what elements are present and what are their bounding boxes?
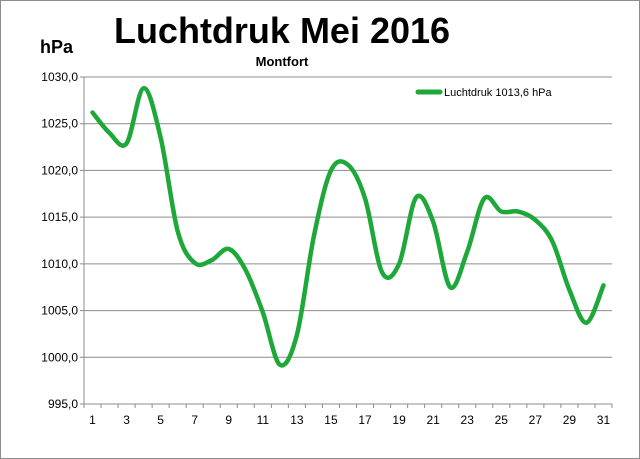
x-tick-label: 29 [563, 413, 577, 427]
x-tick-label: 13 [290, 413, 304, 427]
x-tick-label: 21 [426, 413, 440, 427]
y-tick-label: 1010,0 [41, 257, 78, 271]
y-tick-label: 1030,0 [41, 70, 78, 84]
x-tick-label: 1 [89, 413, 96, 427]
chart-title: Luchtdruk Mei 2016 [114, 10, 450, 51]
y-tick-label: 1000,0 [41, 350, 78, 364]
x-tick-label: 11 [257, 413, 270, 427]
legend: Luchtdruk 1013,6 hPa [415, 87, 553, 99]
x-tick-label: 27 [529, 413, 543, 427]
y-axis-label: hPa [40, 37, 74, 57]
x-tick-labels: 1 3 5 7 9 11 13 15 17 19 21 23 25 27 29 31 [89, 413, 610, 427]
y-tick-label: 995,0 [48, 397, 78, 411]
y-tick-label: 1025,0 [41, 117, 78, 131]
legend-label: Luchtdruk 1013,6 hPa [444, 87, 553, 99]
gridlines [84, 76, 612, 358]
x-tick-label: 3 [123, 413, 130, 427]
y-tick-label: 1015,0 [41, 210, 78, 224]
y-tick-label: 1020,0 [41, 163, 78, 177]
chart-subtitle: Montfort [256, 54, 309, 69]
series-lines [90, 85, 606, 368]
y-tick-label: 1005,0 [41, 304, 78, 318]
x-tick-label: 7 [191, 413, 198, 427]
y-tick-labels: 1030,0 1025,0 1020,0 1015,0 1010,0 1005,0 1000… [41, 70, 78, 411]
series-line [90, 85, 606, 368]
axes [80, 76, 613, 408]
x-tick-label: 9 [225, 413, 232, 427]
x-tick-label: 5 [157, 413, 164, 427]
x-tick-label: 23 [461, 413, 475, 427]
x-tick-label: 19 [392, 413, 406, 427]
x-tick-label: 17 [358, 413, 372, 427]
x-tick-label: 31 [597, 413, 611, 427]
x-tick-label: 25 [495, 413, 509, 427]
x-tick-label: 15 [324, 413, 338, 427]
